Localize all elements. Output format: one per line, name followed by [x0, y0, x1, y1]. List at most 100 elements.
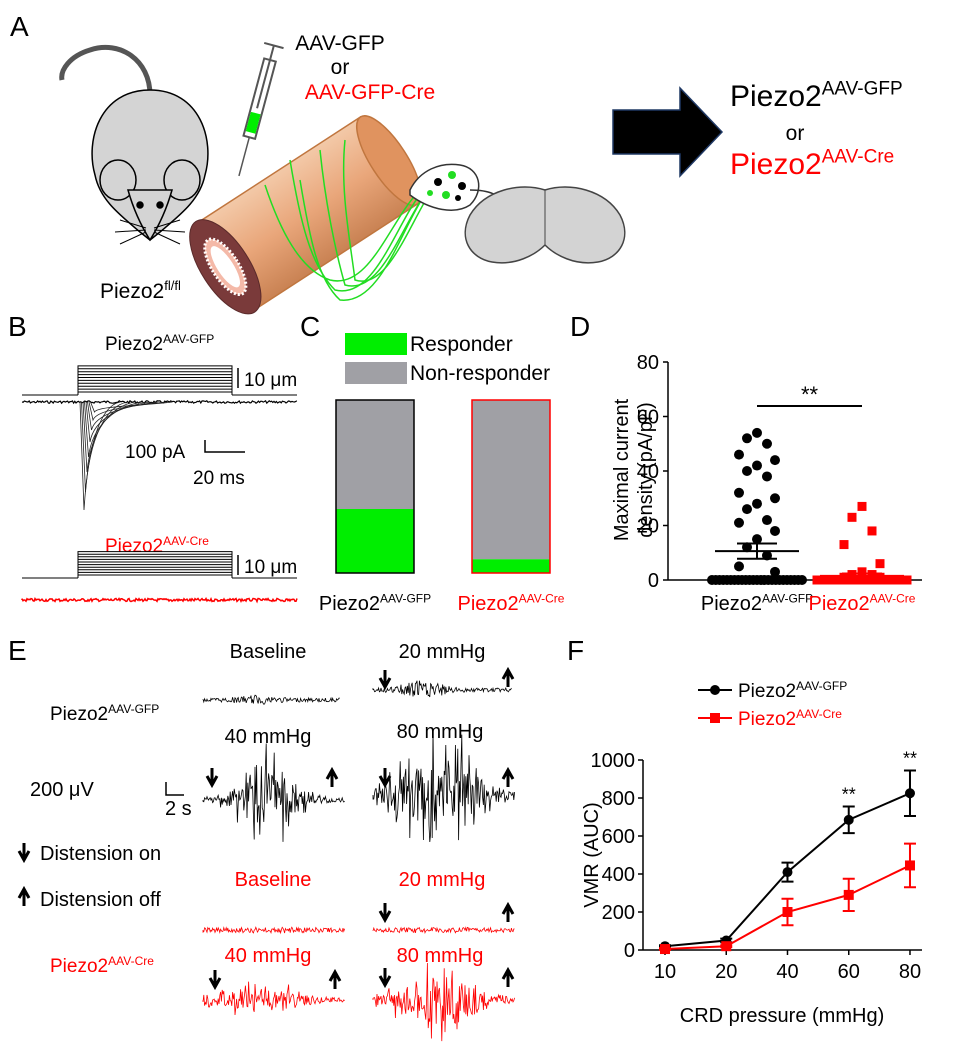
data-point — [857, 501, 867, 511]
legend-label-base: Piezo2 — [738, 709, 796, 730]
outcome-gfp-base: Piezo2 — [730, 80, 822, 113]
y-tick-label: 80 — [637, 352, 659, 374]
data-point — [878, 575, 888, 585]
y-tick-label: 0 — [624, 940, 635, 962]
condition-label: 40 mmHg — [225, 726, 312, 748]
significance-label: ** — [801, 382, 819, 407]
data-point — [734, 561, 744, 572]
scale-label: 20 ms — [193, 468, 245, 489]
ear — [99, 159, 137, 201]
x-tick-label-base: Piezo2 — [319, 593, 380, 615]
data-point — [762, 438, 772, 449]
outcome-cre: Piezo2AAV-Cre — [730, 147, 894, 181]
data-point — [770, 493, 780, 504]
data-point — [831, 575, 841, 585]
nerve-trace — [372, 680, 512, 698]
data-point — [734, 449, 744, 460]
arrow-off — [328, 968, 342, 989]
nerve-trace — [202, 694, 340, 705]
data-point — [762, 471, 772, 482]
current-trace — [88, 401, 166, 422]
data-point — [845, 575, 855, 585]
x-tick-label: Piezo2AAV-Cre — [809, 591, 916, 615]
data-point — [752, 460, 762, 471]
x-tick-label-sup: AAV-GFP — [762, 591, 813, 605]
panel-label: A — [10, 11, 29, 42]
group-label: Piezo2AAV-GFP — [105, 332, 214, 355]
syringe — [238, 41, 284, 177]
arrow-off — [325, 766, 339, 787]
stimulus-steps — [22, 551, 297, 579]
legend-swatch — [345, 362, 407, 384]
group-label: Piezo2AAV-GFP — [50, 702, 159, 725]
data-point — [797, 575, 807, 585]
arrow-off — [501, 666, 515, 687]
legend-label: Piezo2AAV-GFP — [738, 679, 847, 702]
x-tick-label-sup: AAV-Cre — [519, 591, 565, 605]
data-point — [847, 512, 857, 522]
mean-sem — [715, 542, 799, 560]
group-label-sup: AAV-Cre — [163, 534, 209, 548]
panel-label: B — [8, 311, 27, 342]
data-point — [821, 575, 831, 585]
data-point — [904, 860, 915, 871]
neuron — [458, 182, 466, 190]
neuron — [434, 178, 442, 186]
x-tick-label-sup: AAV-Cre — [870, 591, 916, 605]
data-point — [817, 575, 827, 585]
significance-label: ** — [903, 748, 917, 768]
x-tick-label-base: Piezo2 — [701, 593, 762, 615]
current-trace — [84, 401, 143, 458]
scale-label: 10 μm — [244, 557, 297, 578]
bar-outline — [471, 399, 551, 574]
panel-label: D — [570, 311, 590, 342]
current-trace — [87, 401, 158, 431]
y-tick-label: 200 — [602, 902, 635, 924]
ear — [163, 159, 201, 201]
injection-or: or — [331, 56, 350, 79]
scale-bar — [165, 782, 184, 796]
group-label: Piezo2AAV-Cre — [50, 954, 154, 977]
bar-segment — [336, 400, 414, 509]
data-point — [867, 526, 877, 536]
bar-segment — [472, 400, 550, 560]
neuron — [448, 171, 456, 179]
condition-label: 20 mmHg — [399, 869, 486, 891]
data-point — [734, 517, 744, 528]
eye — [156, 201, 164, 209]
arrow-off — [501, 901, 515, 922]
y-axis-title: VMR (AUC) — [581, 802, 603, 908]
data-point — [752, 427, 762, 438]
arrow — [612, 86, 724, 178]
mouse-genotype: Piezo2fl/fl — [100, 278, 181, 303]
scale-label: 10 μm — [244, 370, 297, 391]
mouse-genotype-base: Piezo2 — [100, 280, 164, 303]
legend-marker — [710, 713, 720, 723]
data-point — [742, 504, 752, 515]
data-point — [770, 455, 780, 466]
x-tick-label-sup: AAV-GFP — [380, 591, 431, 605]
legend-label-sup: AAV-GFP — [796, 679, 847, 693]
arrow-on — [378, 670, 392, 691]
data-point — [888, 575, 898, 585]
y-tick-label: 1000 — [591, 750, 636, 772]
panel-label: E — [8, 635, 27, 666]
nerve-trace — [202, 926, 345, 935]
y-tick-label: 400 — [602, 864, 635, 886]
y-tick-label: 600 — [602, 826, 635, 848]
data-point — [742, 466, 752, 476]
arrow-off — [17, 885, 31, 906]
condition-label: 40 mmHg — [225, 945, 312, 967]
y-axis-title-line: density (pA/pF) — [635, 402, 657, 538]
data-point — [850, 575, 860, 585]
plunger-head — [263, 41, 284, 50]
x-tick-label: 40 — [776, 961, 798, 983]
condition-label: Baseline — [230, 641, 307, 663]
condition-label: 20 mmHg — [399, 641, 486, 663]
outcome-gfp: Piezo2AAV-GFP — [730, 79, 903, 113]
data-point — [770, 525, 780, 536]
data-point — [869, 575, 879, 585]
y-tick-label: 20 — [637, 516, 659, 538]
mean-sem — [820, 572, 904, 580]
